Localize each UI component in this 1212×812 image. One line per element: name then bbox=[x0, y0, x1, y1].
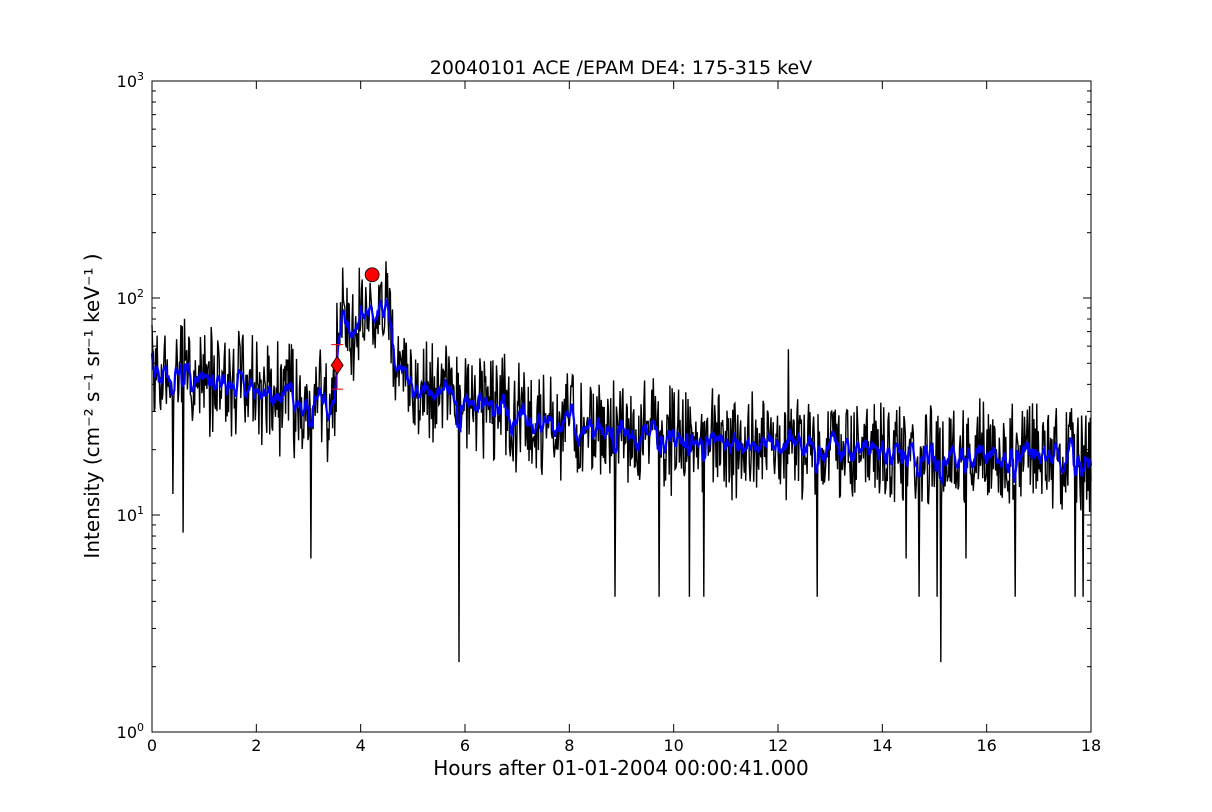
x-tick-label: 6 bbox=[460, 736, 470, 755]
axis-ticks: 0 2 4 6 8 10 12 14 16 18 100 101 102 103 bbox=[117, 70, 1102, 755]
marker-diamond bbox=[330, 355, 344, 375]
x-tick-label: 8 bbox=[564, 736, 574, 755]
marker-circle bbox=[364, 267, 380, 283]
series-smoothed-line bbox=[150, 297, 1093, 485]
y-tick-label: 102 bbox=[117, 287, 144, 308]
y-tick-label: 100 bbox=[117, 721, 144, 742]
x-axis-label: Hours after 01-01-2004 00:00:41.000 bbox=[433, 756, 809, 780]
x-tick-label: 10 bbox=[663, 736, 683, 755]
x-tick-label: 18 bbox=[1081, 736, 1101, 755]
x-tick-label: 16 bbox=[976, 736, 996, 755]
series-raw-line bbox=[151, 261, 1092, 663]
y-tick-label: 103 bbox=[117, 70, 144, 91]
x-tick-label: 2 bbox=[251, 736, 261, 755]
y-tick-label: 101 bbox=[117, 504, 144, 525]
plot-area bbox=[150, 261, 1093, 663]
x-tick-label: 0 bbox=[147, 736, 157, 755]
y-axis-label: Intensity (cm⁻² s⁻¹ sr⁻¹ keV⁻¹ ) bbox=[80, 253, 104, 558]
plot-frame bbox=[151, 80, 1092, 733]
x-tick-label: 4 bbox=[356, 736, 366, 755]
x-tick-label: 14 bbox=[872, 736, 892, 755]
x-tick-label: 12 bbox=[768, 736, 788, 755]
chart-title: 20040101 ACE /EPAM DE4: 175-315 keV bbox=[430, 57, 812, 79]
